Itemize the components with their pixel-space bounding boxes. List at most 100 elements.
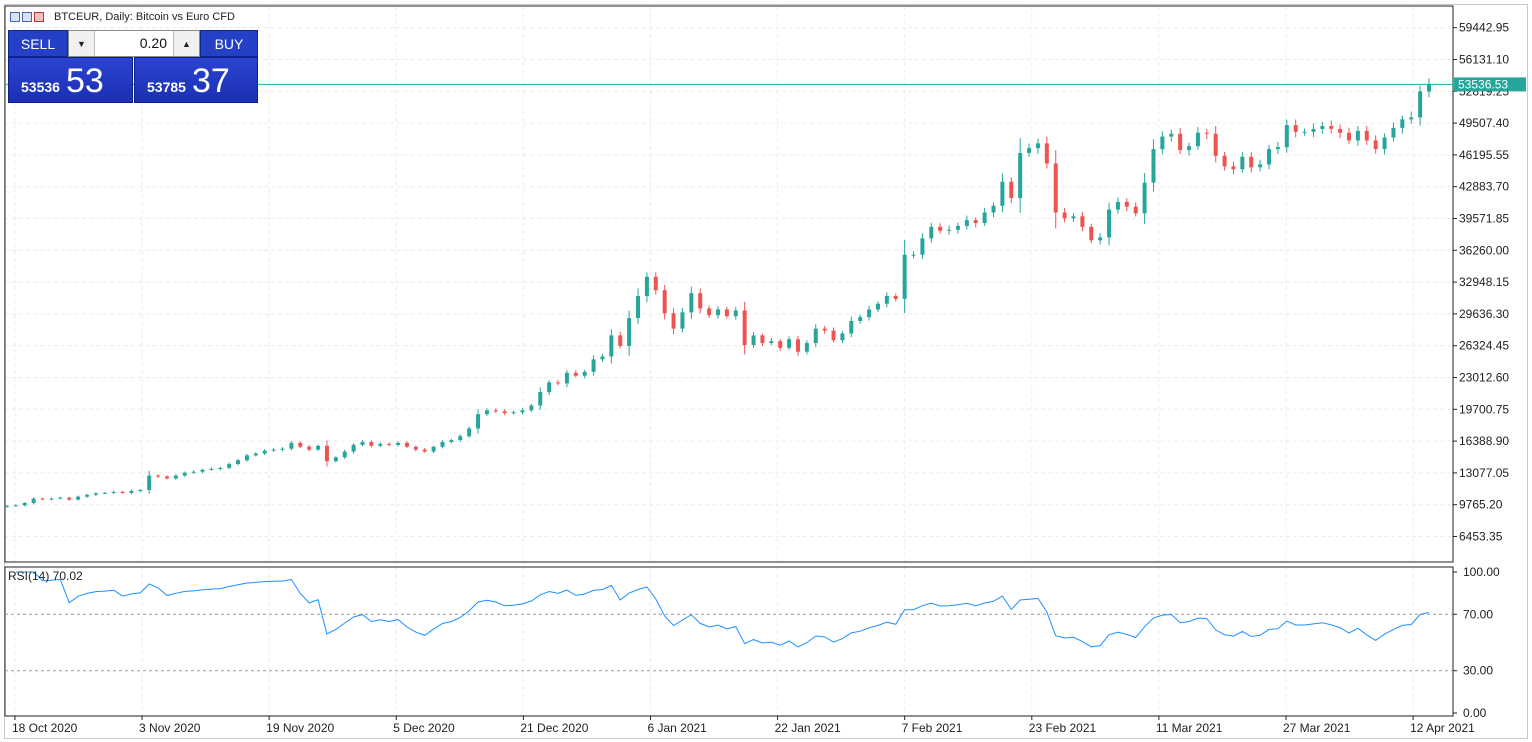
- candle-body: [1275, 147, 1280, 150]
- candle: [129, 489, 134, 495]
- candle: [1409, 111, 1414, 124]
- candle-body: [556, 382, 561, 384]
- candle-body: [422, 449, 427, 452]
- candle-body: [1035, 143, 1040, 149]
- candle-body: [760, 335, 765, 344]
- candle-body: [1187, 146, 1192, 151]
- candle-body: [182, 472, 187, 476]
- candle: [5, 505, 9, 508]
- candle: [547, 380, 552, 396]
- candle: [111, 490, 116, 495]
- candle: [529, 403, 534, 412]
- candle-body: [147, 475, 152, 490]
- candle-body: [511, 412, 516, 414]
- candle: [1400, 115, 1405, 134]
- candle-body: [1355, 130, 1360, 141]
- candle-body: [173, 475, 178, 479]
- candle-body: [938, 226, 943, 231]
- candle-body: [396, 442, 401, 445]
- candle: [262, 448, 267, 456]
- candle-body: [333, 457, 338, 462]
- candles: [5, 78, 1453, 508]
- candle: [369, 440, 374, 448]
- candle-body: [1391, 127, 1396, 138]
- candle-body: [369, 441, 374, 446]
- increase-volume-icon[interactable]: ▲: [173, 31, 199, 56]
- candle-body: [804, 343, 809, 352]
- candle: [1391, 122, 1396, 142]
- candle: [378, 442, 383, 448]
- candle: [1169, 129, 1174, 142]
- candle-body: [449, 440, 454, 442]
- candle: [627, 310, 632, 356]
- candle-body: [1018, 152, 1023, 199]
- candle-body: [600, 356, 605, 360]
- candle-body: [120, 491, 125, 493]
- candle: [49, 497, 54, 501]
- candle: [1187, 142, 1192, 156]
- rsi-pane-border: [4, 566, 1454, 717]
- time-tick-label: 5 Dec 2020: [393, 721, 455, 735]
- candle: [440, 440, 445, 449]
- candle: [484, 408, 489, 416]
- price-axis[interactable]: 59442.9556131.1052819.2549507.4046195.55…: [1453, 21, 1526, 720]
- candle-body: [5, 505, 9, 507]
- candle-body: [289, 442, 294, 449]
- candle-body: [1009, 181, 1014, 199]
- candle-body: [538, 392, 543, 406]
- time-tick-label: 27 Mar 2021: [1283, 721, 1351, 735]
- volume-input[interactable]: 0.20: [139, 35, 167, 51]
- price-tick-label: 32948.15: [1459, 275, 1509, 289]
- candle: [1035, 138, 1040, 154]
- candle: [822, 325, 827, 334]
- candle-body: [1142, 182, 1147, 214]
- chart-window-icon[interactable]: [22, 12, 32, 22]
- decrease-volume-icon[interactable]: ▼: [69, 31, 95, 56]
- candle-body: [716, 309, 720, 316]
- candle: [760, 333, 765, 346]
- candle-body: [636, 296, 641, 319]
- candle: [1427, 78, 1431, 98]
- candle: [858, 314, 863, 324]
- time-axis[interactable]: 18 Oct 2020 3 Nov 2020 19 Nov 2020 5 Dec 20…: [12, 716, 1475, 735]
- chart-window-icon[interactable]: [10, 12, 20, 22]
- candle-body: [227, 464, 232, 468]
- sell-button[interactable]: SELL: [8, 30, 68, 57]
- candle: [413, 445, 418, 452]
- buy-price-box[interactable]: 53785 37: [134, 57, 258, 103]
- candle: [813, 324, 818, 348]
- candle-body: [1044, 143, 1049, 164]
- candle: [1133, 202, 1138, 217]
- candle: [742, 301, 747, 355]
- candle: [1382, 133, 1387, 155]
- sell-price-box[interactable]: 53536 53: [8, 57, 133, 103]
- buy-button[interactable]: BUY: [200, 30, 258, 57]
- candle-body: [875, 303, 880, 310]
- price-tick-label: 16388.90: [1459, 434, 1509, 448]
- candle: [609, 329, 614, 364]
- candle: [164, 475, 169, 480]
- volume-stepper[interactable]: ▼ 0.20 ▲: [68, 30, 200, 57]
- candle-body: [742, 310, 747, 345]
- candle: [1338, 124, 1343, 139]
- candle: [1329, 120, 1334, 134]
- candle: [1160, 131, 1165, 155]
- candle-body: [1258, 164, 1263, 168]
- time-tick-label: 21 Dec 2020: [520, 721, 588, 735]
- candle-body: [271, 449, 276, 451]
- candle-body: [1053, 163, 1058, 213]
- candle: [849, 316, 854, 338]
- candle: [707, 305, 712, 319]
- sell-price-prefix: 53536: [21, 79, 60, 95]
- candle: [1062, 207, 1067, 223]
- candle: [200, 468, 205, 474]
- candle-body: [67, 497, 72, 500]
- price-tick-label: 26324.45: [1459, 339, 1509, 353]
- candle: [520, 408, 525, 415]
- candle-body: [467, 428, 472, 437]
- time-tick-label: 22 Jan 2021: [775, 721, 841, 735]
- candle-body: [138, 489, 143, 491]
- candle-body: [440, 441, 445, 447]
- chart-window-icon-alt[interactable]: [34, 12, 44, 22]
